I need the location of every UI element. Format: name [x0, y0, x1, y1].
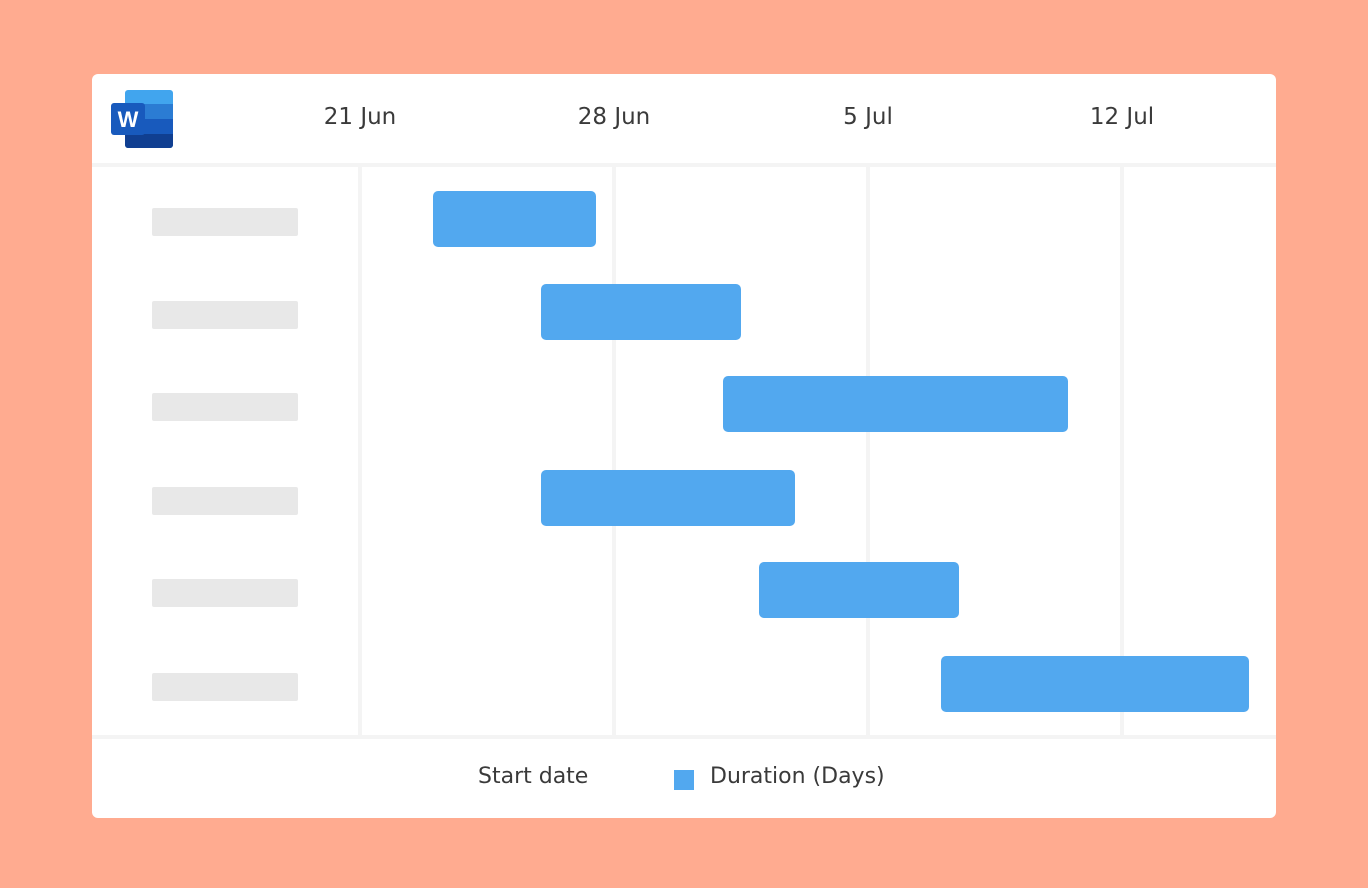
footer-divider — [92, 735, 1276, 739]
task-label-placeholder — [152, 393, 298, 421]
task-bar — [722, 376, 1068, 432]
legend-duration-swatch — [674, 770, 694, 790]
gridline — [612, 167, 616, 735]
task-bar — [940, 656, 1249, 712]
task-bar — [759, 562, 959, 618]
task-bar — [432, 191, 596, 247]
legend-start-date: Start date — [478, 764, 589, 789]
task-label-placeholder — [152, 301, 298, 329]
task-label-placeholder — [152, 673, 298, 701]
task-bar — [541, 284, 741, 340]
header-divider — [92, 163, 1276, 167]
microsoft-word-icon: W — [111, 90, 173, 148]
x-tick-label: 5 Jul — [843, 104, 893, 130]
x-tick-label: 21 Jun — [323, 104, 397, 130]
gridline — [866, 167, 870, 735]
gridline — [1120, 167, 1124, 735]
task-label-placeholder — [152, 487, 298, 515]
gantt-chart-card: W 21 Jun 28 Jun 5 Jul 12 Jul Start date Dur… — [92, 74, 1276, 818]
task-label-placeholder — [152, 579, 298, 607]
gridline — [358, 167, 362, 735]
task-bar — [541, 470, 796, 526]
x-tick-label: 12 Jul — [1089, 104, 1155, 130]
x-tick-label: 28 Jun — [577, 104, 651, 130]
legend-duration: Duration (Days) — [710, 764, 885, 789]
svg-text:W: W — [118, 107, 139, 132]
task-label-placeholder — [152, 208, 298, 236]
